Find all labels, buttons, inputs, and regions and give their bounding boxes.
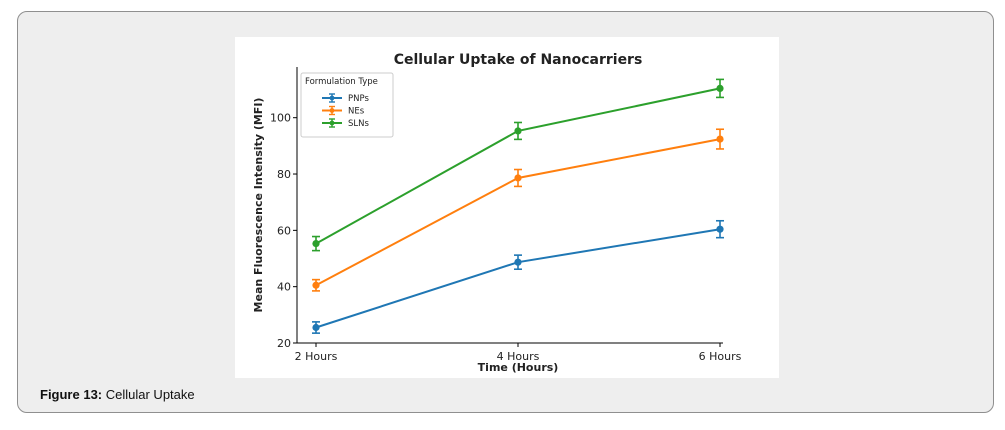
caption-label: Figure 13: [40, 387, 103, 402]
x-tick-label: 6 Hours [699, 350, 742, 363]
legend-swatch [329, 120, 335, 126]
y-tick-label: 60 [277, 224, 291, 237]
data-point [716, 225, 724, 233]
line-chart: Cellular Uptake of Nanocarriers 20 40 60 80 1… [252, 52, 742, 374]
caption-text: Cellular Uptake [105, 387, 195, 402]
data-point [514, 258, 522, 266]
data-point [716, 84, 724, 93]
data-point [312, 323, 320, 332]
y-tick-label: 20 [277, 337, 291, 350]
data-point [312, 239, 320, 248]
x-axis-label: Time (Hours) [478, 361, 559, 374]
chart-title: Cellular Uptake of Nanocarriers [394, 52, 643, 68]
chart-panel: Cellular Uptake of Nanocarriers 20 40 60 80 1… [235, 37, 779, 378]
y-axis-label: Mean Fluorescence Intensity (MFI) [252, 98, 265, 313]
data-point [514, 127, 522, 135]
x-tick-label: 4 Hours [497, 350, 540, 363]
series-line-pnps [315, 228, 721, 329]
y-tick-label: 80 [277, 168, 291, 181]
y-tick-label: 100 [270, 112, 291, 125]
legend-box [300, 72, 394, 138]
data-point [312, 281, 320, 289]
figure-caption: Figure 13: Cellular Uptake [40, 387, 195, 402]
data-point [716, 135, 724, 143]
legend-label: NEs [348, 107, 365, 117]
legend-swatch [329, 95, 335, 101]
legend-label: PNPs [348, 94, 369, 104]
legend-title: Formulation Type [305, 77, 378, 87]
legend-swatch [329, 108, 335, 113]
y-tick-label: 40 [277, 281, 291, 294]
legend-label: SLNs [348, 119, 369, 129]
data-point [514, 174, 522, 182]
x-tick-label: 2 Hours [295, 350, 338, 363]
